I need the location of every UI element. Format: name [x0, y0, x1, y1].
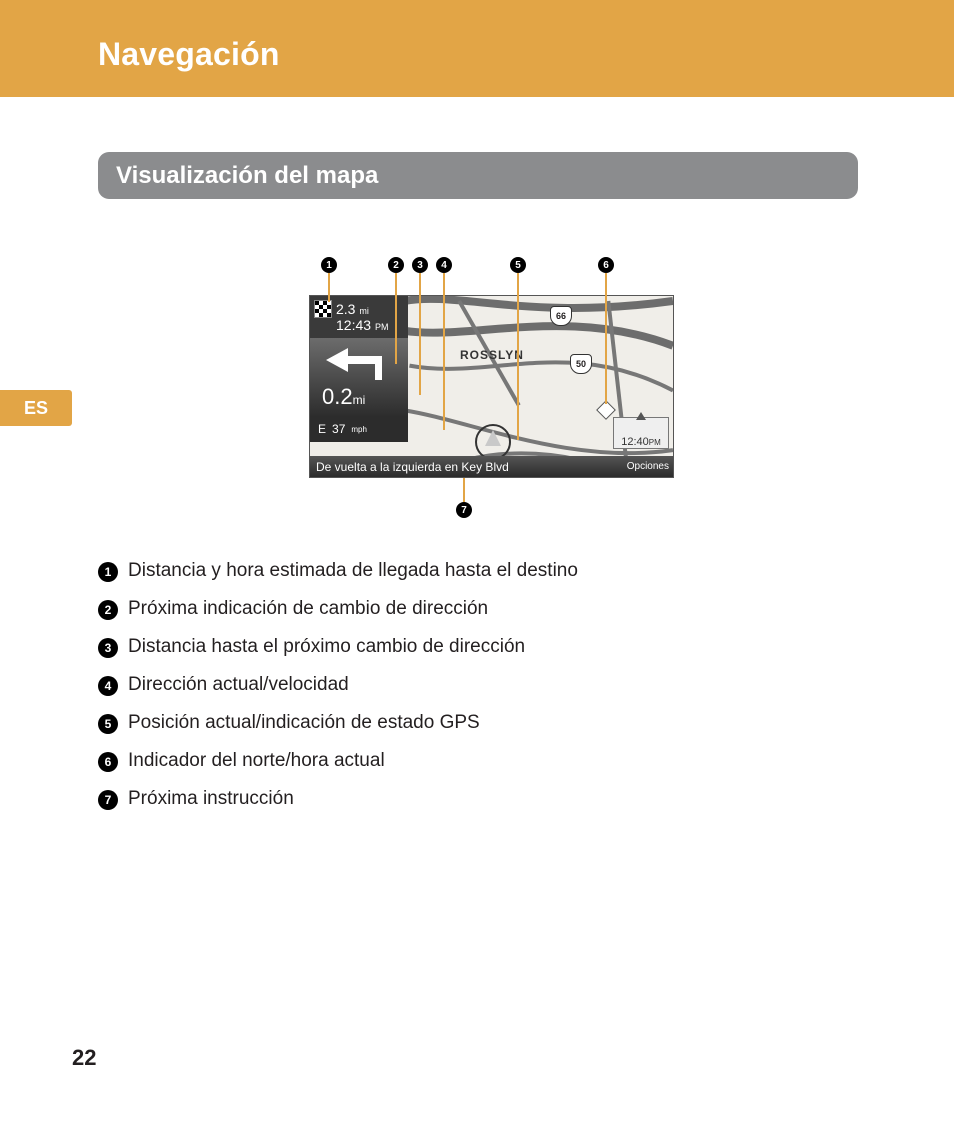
legend-text-3: Distancia hasta el próximo cambio de dir…	[128, 636, 525, 658]
legend-badge-5: 5	[98, 714, 118, 734]
speed-value: 37	[332, 422, 345, 436]
route-shield-66: 66	[550, 306, 572, 326]
legend-badge-2: 2	[98, 600, 118, 620]
callout-badge-3: 3	[412, 257, 428, 273]
legend-text-7: Próxima instrucción	[128, 788, 294, 810]
legend-item-5: 5 Posición actual/indicación de estado GP…	[98, 712, 858, 734]
map-screenshot: 2.3 mi 12:43 PM 0.2mi E 37mph	[309, 295, 674, 478]
instruction-bar: De vuelta a la izquierda en Key Blvd Opc…	[310, 456, 674, 477]
hud-next-turn-box: 0.2mi	[310, 338, 408, 416]
legend-item-1: 1 Distancia y hora estimada de llegada ha…	[98, 560, 858, 582]
header-band: Navegación	[0, 0, 954, 97]
callout-line-3	[419, 273, 421, 395]
legend-text-2: Próxima indicación de cambio de direcció…	[128, 598, 488, 620]
eta-time-row: 12:43 PM	[336, 317, 408, 333]
heading-letter: E	[318, 422, 326, 436]
eta-distance-unit: mi	[359, 306, 369, 316]
next-turn-distance: 0.2	[322, 384, 353, 409]
legend-list: 1 Distancia y hora estimada de llegada ha…	[98, 560, 858, 826]
map-label-rosslyn: ROSSLYN	[460, 348, 524, 362]
header-title: Navegación	[98, 36, 280, 73]
eta-distance: 2.3	[336, 301, 355, 317]
options-label: Opciones	[627, 461, 669, 472]
page-number: 22	[72, 1045, 96, 1071]
next-turn-unit: mi	[353, 393, 366, 407]
next-instruction-text: De vuelta a la izquierda en Key Blvd	[316, 460, 509, 474]
destination-flag-icon	[314, 300, 332, 318]
manual-page: Navegación ES Visualización del mapa 123…	[0, 0, 954, 1129]
legend-item-6: 6 Indicador del norte/hora actual	[98, 750, 858, 772]
legend-badge-6: 6	[98, 752, 118, 772]
route-shield-50: 50	[570, 354, 592, 374]
callout-line-7	[463, 478, 465, 502]
clock-ampm: PM	[649, 438, 661, 447]
callout-badge-1: 1	[321, 257, 337, 273]
callout-badge-2: 2	[388, 257, 404, 273]
turn-left-arrow-icon	[320, 346, 390, 382]
callout-line-6	[605, 273, 607, 404]
callout-badge-4: 4	[436, 257, 452, 273]
legend-text-6: Indicador del norte/hora actual	[128, 750, 385, 772]
legend-item-2: 2 Próxima indicación de cambio de direcci…	[98, 598, 858, 620]
hud-eta-box: 2.3 mi 12:43 PM	[310, 296, 408, 338]
eta-distance-row: 2.3 mi	[336, 301, 408, 317]
gps-position-marker	[475, 424, 511, 460]
legend-badge-3: 3	[98, 638, 118, 658]
legend-item-3: 3 Distancia hasta el próximo cambio de di…	[98, 636, 858, 658]
legend-badge-7: 7	[98, 790, 118, 810]
callout-line-2	[395, 273, 397, 364]
clock-box: 12:40PM	[613, 417, 669, 449]
callout-line-1	[328, 273, 330, 302]
section-title-bar: Visualización del mapa	[98, 152, 858, 199]
callout-badge-6: 6	[598, 257, 614, 273]
next-turn-distance-row: 0.2mi	[322, 384, 365, 410]
callout-line-5	[517, 273, 519, 440]
legend-text-4: Dirección actual/velocidad	[128, 674, 349, 696]
callout-line-4	[443, 273, 445, 430]
eta-time: 12:43	[336, 317, 371, 333]
callout-badge-5: 5	[510, 257, 526, 273]
callout-badge-7: 7	[456, 502, 472, 518]
clock-time: 12:40	[621, 436, 649, 448]
speed-unit: mph	[351, 425, 367, 434]
legend-badge-1: 1	[98, 562, 118, 582]
legend-badge-4: 4	[98, 676, 118, 696]
section-title: Visualización del mapa	[116, 162, 378, 190]
legend-text-5: Posición actual/indicación de estado GPS	[128, 712, 480, 734]
legend-item-4: 4 Dirección actual/velocidad	[98, 674, 858, 696]
north-arrow-icon	[636, 412, 646, 420]
legend-text-1: Distancia y hora estimada de llegada has…	[128, 560, 578, 582]
hud-heading-speed-box: E 37 mph	[310, 416, 408, 442]
eta-time-ampm: PM	[375, 322, 389, 332]
legend-item-7: 7 Próxima instrucción	[98, 788, 858, 810]
language-tab: ES	[0, 390, 72, 426]
map-figure: 2.3 mi 12:43 PM 0.2mi E 37mph	[309, 295, 674, 499]
